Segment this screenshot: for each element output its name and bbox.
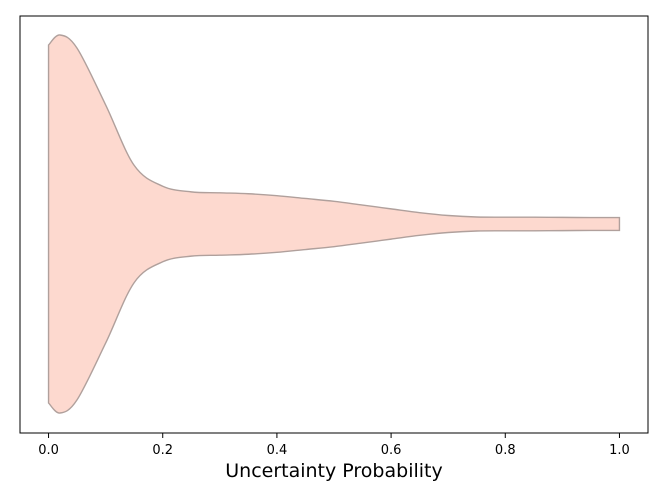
x-tick-label: 1.0 [609,443,630,458]
x-tick-label: 0.2 [152,443,173,458]
plot-frame [19,15,649,434]
x-tick-label: 0.0 [38,443,59,458]
violin-layer [47,34,621,414]
x-tick-label: 0.6 [381,443,402,458]
x-axis-ticks: 0.0 0.2 0.4 0.6 0.8 1.0 [38,433,630,458]
x-axis-title: Uncertainty Probability [225,460,442,482]
violin-body [47,34,621,414]
x-tick-label: 0.4 [267,443,288,458]
x-tick-label: 0.8 [495,443,516,458]
